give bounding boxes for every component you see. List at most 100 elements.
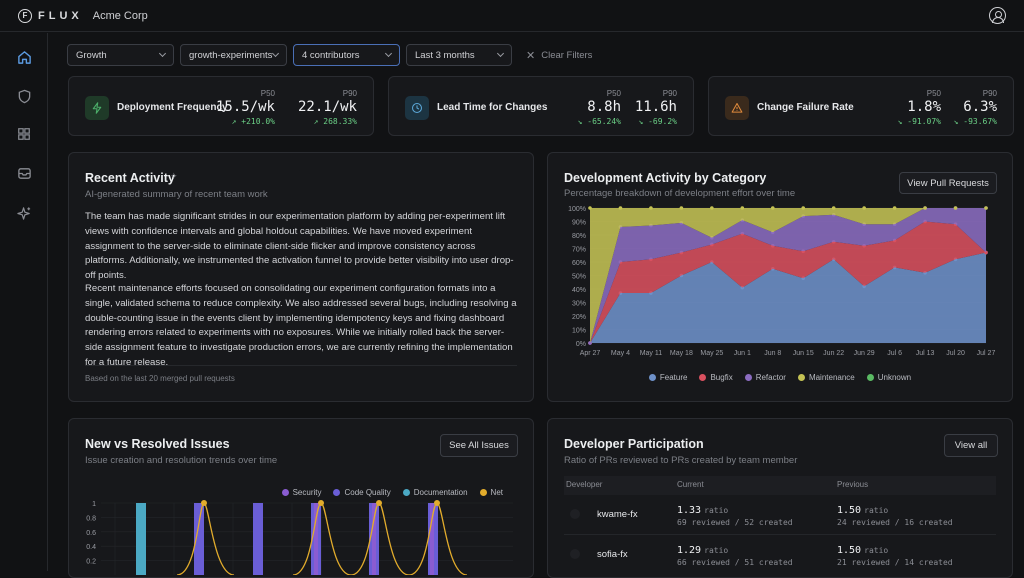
legend-item-maintenance[interactable]: Maintenance bbox=[797, 373, 855, 382]
view-all-button[interactable]: View all bbox=[944, 434, 998, 457]
summary-footer: Based on the last 20 merged pull request… bbox=[85, 374, 235, 383]
grid-icon[interactable] bbox=[14, 124, 34, 144]
current-detail: 69 reviewed / 52 created bbox=[677, 518, 793, 527]
team-select[interactable]: Growth bbox=[67, 44, 174, 66]
p50-tag: P50 bbox=[926, 89, 941, 98]
view-pull-requests-button[interactable]: View Pull Requests bbox=[899, 172, 997, 194]
recent-activity-card: Recent Activity ✧ AI-generated summary o… bbox=[68, 152, 534, 402]
warning-icon bbox=[725, 96, 749, 120]
net-point bbox=[434, 500, 440, 506]
close-icon: ✕ bbox=[526, 49, 536, 62]
legend-item-net[interactable]: Net bbox=[479, 488, 503, 497]
p50-value: 1.8% bbox=[907, 99, 941, 115]
data-point-maintenance bbox=[710, 206, 714, 210]
contributors-select[interactable]: 4 contributors bbox=[293, 44, 400, 66]
chevron-down-icon bbox=[158, 49, 167, 58]
previous-ratio: 1.50 bbox=[837, 545, 862, 556]
legend-label: Bugfix bbox=[710, 373, 733, 382]
p90-delta: ↗ 268.33% bbox=[313, 117, 357, 126]
x-tick-label: May 4 bbox=[611, 350, 630, 357]
legend-swatch bbox=[648, 374, 656, 381]
chevron-down-icon bbox=[271, 49, 280, 58]
column-header-developer: Developer bbox=[566, 480, 603, 489]
previous-ratio: 1.50 bbox=[837, 505, 862, 516]
legend-swatch bbox=[281, 489, 289, 496]
metric-label: Lead Time for Changes bbox=[437, 102, 548, 113]
period-select-value: Last 3 months bbox=[415, 49, 475, 61]
bar-security bbox=[430, 503, 434, 575]
data-point-maintenance bbox=[984, 206, 988, 210]
p90-tag: P90 bbox=[342, 89, 357, 98]
p50-value: 8.8h bbox=[587, 99, 621, 115]
legend-swatch bbox=[699, 374, 707, 381]
x-tick-label: Jun 1 bbox=[734, 350, 751, 357]
card-title: Recent Activity bbox=[85, 171, 175, 185]
data-point-maintenance bbox=[862, 206, 866, 210]
repo-select[interactable]: growth-experiments bbox=[180, 44, 287, 66]
developer-name: kwame-fx bbox=[597, 509, 638, 520]
card-subtitle: Ratio of PRs reviewed to PRs created by … bbox=[564, 455, 798, 466]
legend-item-bugfix[interactable]: Bugfix bbox=[699, 373, 733, 382]
data-point-maintenance bbox=[923, 206, 927, 210]
home-icon[interactable] bbox=[14, 47, 34, 67]
legend-item-documentation[interactable]: Documentation bbox=[402, 488, 468, 497]
sparkle-icon[interactable] bbox=[14, 203, 34, 223]
column-header-previous: Previous bbox=[837, 480, 869, 489]
avatar bbox=[570, 509, 580, 519]
org-name[interactable]: Acme Corp bbox=[92, 9, 148, 22]
shield-icon[interactable] bbox=[14, 86, 34, 106]
data-point-maintenance bbox=[801, 206, 806, 210]
table-header: Developer Current Previous bbox=[564, 476, 996, 495]
y-tick-label: 30% bbox=[572, 301, 586, 308]
legend-swatch bbox=[333, 489, 341, 496]
x-tick-label: Jul 6 bbox=[887, 350, 902, 357]
x-tick-label: Jul 20 bbox=[946, 350, 965, 357]
legend-item-refactor[interactable]: Refactor bbox=[744, 373, 786, 382]
period-select[interactable]: Last 3 months bbox=[406, 44, 512, 66]
area-bugfix bbox=[590, 221, 986, 343]
data-point-maintenance bbox=[679, 206, 684, 210]
legend-label: Unknown bbox=[877, 373, 912, 382]
legend-item-unknown[interactable]: Unknown bbox=[866, 373, 912, 382]
y-tick-label: 10% bbox=[572, 328, 586, 335]
p50-tag: P50 bbox=[606, 89, 621, 98]
current-ratio-unit: ratio bbox=[704, 546, 729, 555]
clock-icon bbox=[405, 96, 429, 120]
y-tick-label: 0.2 bbox=[86, 559, 96, 566]
y-tick-label: 20% bbox=[572, 314, 586, 321]
p90-value: 6.3% bbox=[963, 99, 997, 115]
data-point-maintenance bbox=[649, 206, 653, 210]
y-tick-label: 40% bbox=[572, 287, 586, 294]
table-row[interactable]: kwame-fx 1.33 ratio 69 reviewed / 52 crea… bbox=[564, 497, 996, 535]
clear-filters-button[interactable]: ✕ Clear Filters bbox=[518, 44, 592, 66]
current-detail: 66 reviewed / 51 created bbox=[677, 558, 793, 567]
see-all-issues-button[interactable]: See All Issues bbox=[440, 434, 518, 457]
current-ratio: 1.29 bbox=[677, 545, 702, 556]
issues-card: New vs Resolved Issues Issue creation an… bbox=[68, 418, 534, 578]
filter-bar: Growth growth-experiments 4 contributors… bbox=[67, 44, 592, 66]
p50-delta: ↗ +210.0% bbox=[231, 117, 275, 126]
archive-icon[interactable] bbox=[14, 163, 34, 183]
legend-label: Refactor bbox=[755, 373, 786, 382]
p90-value: 11.6h bbox=[634, 99, 677, 115]
legend-item-feature[interactable]: Feature bbox=[648, 373, 688, 382]
sparkle-icon: ✧ bbox=[170, 171, 178, 181]
net-point bbox=[201, 500, 207, 506]
legend-item-security[interactable]: Security bbox=[281, 488, 321, 497]
repo-select-value: growth-experiments bbox=[189, 49, 273, 61]
card-subtitle: Percentage breakdown of development effo… bbox=[564, 188, 796, 199]
y-tick-label: 1 bbox=[92, 501, 96, 508]
chevron-down-icon bbox=[496, 49, 505, 58]
previous-detail: 24 reviewed / 16 created bbox=[837, 518, 953, 527]
metric-label: Change Failure Rate bbox=[757, 102, 854, 113]
legend-swatch bbox=[402, 489, 410, 496]
user-avatar-icon[interactable] bbox=[989, 7, 1006, 24]
table-row[interactable]: sofia-fx 1.29 ratio 66 reviewed / 51 crea… bbox=[564, 537, 996, 575]
legend-label: Feature bbox=[659, 373, 688, 382]
legend-label: Maintenance bbox=[808, 373, 855, 382]
avatar bbox=[570, 549, 580, 559]
x-tick-label: May 18 bbox=[670, 350, 693, 357]
summary-paragraph-2: Recent maintenance efforts focused on co… bbox=[85, 283, 517, 368]
net-point bbox=[376, 500, 382, 506]
legend-item-code-quality[interactable]: Code Quality bbox=[333, 488, 391, 497]
